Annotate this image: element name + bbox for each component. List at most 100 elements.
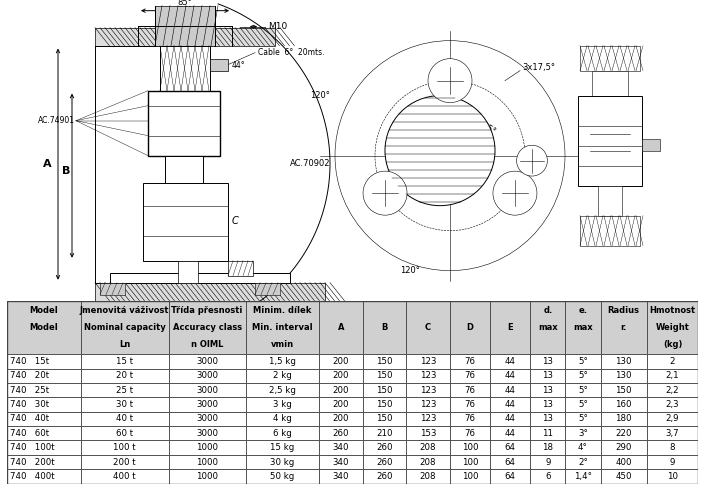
Bar (598, 186, 622, 216)
Bar (565, 469, 600, 484)
Text: 150: 150 (376, 357, 393, 366)
Bar (7, 469, 81, 484)
Text: vmin: vmin (271, 340, 294, 349)
Bar (600, 354, 647, 368)
Text: 4 kg: 4 kg (273, 415, 292, 423)
Text: 100: 100 (462, 443, 478, 452)
Text: 740   200t: 740 200t (10, 457, 55, 467)
Bar (647, 426, 698, 440)
Bar (642, 139, 660, 151)
Text: 2,9: 2,9 (665, 415, 680, 423)
Text: Hmotnost: Hmotnost (649, 306, 696, 315)
Text: 3000: 3000 (196, 429, 218, 438)
Bar (246, 383, 319, 398)
Text: 208: 208 (420, 457, 437, 467)
Text: 8: 8 (670, 443, 675, 452)
Text: Třída přesnosti: Třída přesnosti (171, 306, 243, 315)
Text: 400: 400 (616, 457, 632, 467)
Bar (600, 383, 647, 398)
Text: Radius: Radius (607, 306, 640, 315)
Text: 44: 44 (505, 400, 516, 409)
Bar (600, 301, 647, 354)
Bar (580, 46, 640, 70)
Bar (450, 455, 490, 469)
Bar (7, 426, 81, 440)
Text: 740   20t: 740 20t (10, 371, 49, 380)
Text: 3x17,5°: 3x17,5° (522, 63, 555, 72)
Bar (210, 59, 228, 70)
Text: 100: 100 (462, 457, 478, 467)
Text: AC.70902: AC.70902 (290, 159, 331, 168)
Bar (363, 368, 406, 383)
Bar (406, 426, 450, 440)
Text: 1,5 kg: 1,5 kg (269, 357, 296, 366)
Bar (81, 426, 168, 440)
Text: 6 kg: 6 kg (273, 429, 292, 438)
Text: 3000: 3000 (196, 400, 218, 409)
Bar (246, 354, 319, 368)
Bar (490, 469, 530, 484)
Bar (319, 412, 363, 426)
Bar (363, 301, 406, 354)
Text: 100: 100 (462, 472, 478, 481)
Text: Min. interval: Min. interval (252, 323, 313, 332)
Text: 220: 220 (616, 429, 632, 438)
Text: 123: 123 (420, 415, 437, 423)
Bar (600, 368, 647, 383)
Text: 44: 44 (505, 415, 516, 423)
Bar (168, 368, 246, 383)
Text: 44: 44 (505, 429, 516, 438)
Text: 160: 160 (616, 400, 632, 409)
Bar (155, 6, 215, 46)
Bar (168, 354, 246, 368)
Bar (148, 91, 220, 156)
Text: 260: 260 (333, 429, 350, 438)
Text: 64: 64 (505, 457, 516, 467)
Text: 2: 2 (670, 357, 675, 366)
Bar (450, 440, 490, 455)
Bar (450, 368, 490, 383)
Text: 3000: 3000 (196, 371, 218, 380)
Text: 5°: 5° (578, 400, 588, 409)
Text: 44: 44 (505, 371, 516, 380)
Text: 11°: 11° (178, 12, 191, 21)
Bar (490, 440, 530, 455)
Bar (406, 383, 450, 398)
Text: 200 t: 200 t (113, 457, 136, 467)
Circle shape (385, 96, 495, 206)
Bar (110, 273, 290, 283)
Text: 740   30t: 740 30t (10, 400, 49, 409)
Bar (319, 469, 363, 484)
Bar (143, 183, 228, 260)
Bar (178, 260, 198, 283)
Bar (490, 354, 530, 368)
Bar (7, 440, 81, 455)
Bar (81, 383, 168, 398)
Bar (565, 412, 600, 426)
Bar (7, 301, 81, 354)
Text: 123: 123 (420, 400, 437, 409)
Bar (246, 455, 319, 469)
Text: 13: 13 (543, 371, 553, 380)
Bar (255, 283, 280, 295)
Bar (530, 469, 565, 484)
Text: 740   25t: 740 25t (10, 385, 49, 395)
Bar (450, 383, 490, 398)
Text: 5°: 5° (578, 371, 588, 380)
Bar (81, 412, 168, 426)
Text: C: C (232, 216, 239, 226)
Bar (647, 301, 698, 354)
Bar (450, 469, 490, 484)
Bar (7, 383, 81, 398)
Bar (580, 216, 640, 245)
Bar (565, 426, 600, 440)
Bar (363, 383, 406, 398)
Text: 76: 76 (465, 357, 475, 366)
Bar (490, 368, 530, 383)
Bar (363, 354, 406, 368)
Text: 76°: 76° (177, 126, 191, 135)
Text: 120°: 120° (310, 91, 330, 100)
Text: 18: 18 (543, 443, 553, 452)
Bar (647, 368, 698, 383)
Bar (81, 469, 168, 484)
